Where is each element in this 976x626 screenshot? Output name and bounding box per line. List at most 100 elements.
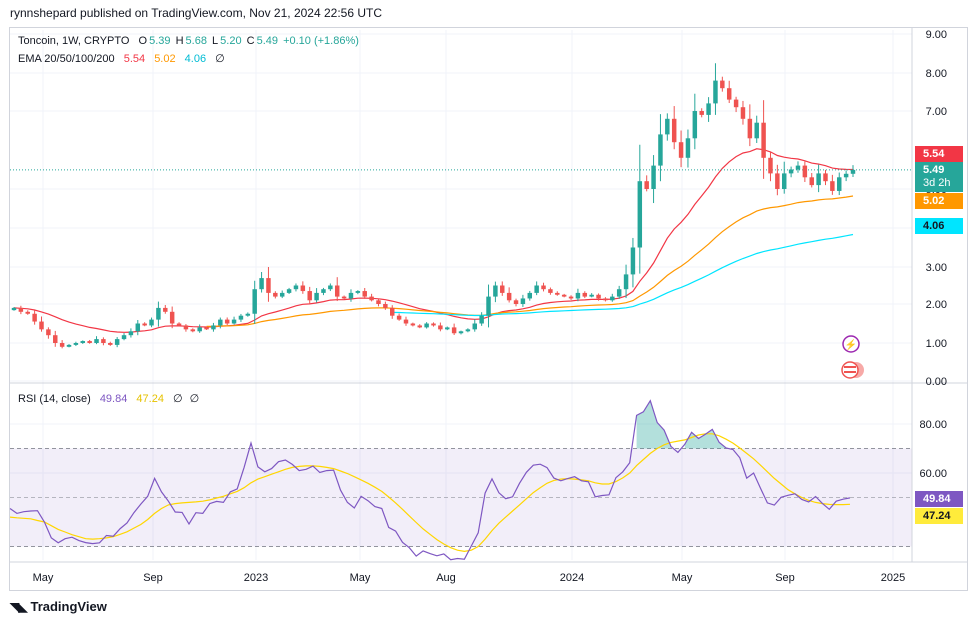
ema50-line xyxy=(206,195,854,327)
candle-body xyxy=(451,327,457,334)
candle-body xyxy=(568,296,574,299)
candle-body xyxy=(850,169,856,174)
rsi-legend: RSI (14, close) 49.84 47.24 ∅ ∅ xyxy=(18,392,201,405)
time-tick-label: Sep xyxy=(775,572,795,584)
candle-body xyxy=(575,292,581,299)
candle-body xyxy=(486,296,491,316)
candle-body xyxy=(224,319,230,324)
candle-body xyxy=(128,331,134,336)
candle-body xyxy=(458,331,464,334)
candle-body xyxy=(438,325,443,330)
candle-body xyxy=(699,111,704,115)
symbol-label: Toncoin, 1W, CRYPTO xyxy=(18,35,130,47)
candle-body xyxy=(142,323,147,326)
candle-body xyxy=(445,327,450,330)
rsi-overbought-fill xyxy=(636,400,671,449)
us-flag-icon xyxy=(841,361,859,379)
candle-body xyxy=(396,315,402,320)
candle-body xyxy=(720,80,725,89)
candle-body xyxy=(685,138,691,158)
candle-body xyxy=(286,289,292,293)
candle-body xyxy=(671,118,677,143)
close-price-tag: 5.49 3d 2h xyxy=(915,162,963,192)
candle-body xyxy=(513,300,519,304)
ema100-value: 4.06 xyxy=(184,53,207,65)
price-tick-label: 2.00 xyxy=(926,299,947,311)
rsi-ma-tag: 47.24 xyxy=(915,508,963,524)
price-tick-label: 7.00 xyxy=(926,106,947,118)
candle-body xyxy=(582,292,588,297)
rsi-value-tag: 49.84 xyxy=(915,491,963,507)
candle-body xyxy=(149,319,154,326)
time-tick-label: 2024 xyxy=(560,572,584,584)
candle-body xyxy=(321,289,326,293)
lightning-glyph-icon: ⚡ xyxy=(845,338,857,351)
footer-brand[interactable]: ◥◣ TradingView xyxy=(10,599,107,614)
candle-body xyxy=(362,291,367,297)
candle-body xyxy=(623,274,629,290)
ema100-price-tag: 4.06 xyxy=(915,218,963,234)
candle-body xyxy=(781,173,787,189)
candle-body xyxy=(25,311,30,314)
candle-body xyxy=(795,165,801,170)
time-tick-label: May xyxy=(350,572,371,584)
ema50-value: 5.02 xyxy=(154,53,176,65)
price-tick-label: 9.00 xyxy=(926,29,947,41)
time-tick-label: Sep xyxy=(143,572,163,584)
candle-body xyxy=(534,285,539,293)
candle-body xyxy=(733,99,739,108)
candle-body xyxy=(108,343,113,345)
candle-body xyxy=(163,307,168,312)
candle-body xyxy=(403,319,409,324)
candle-body xyxy=(80,341,86,343)
candle-body xyxy=(293,285,299,290)
candle-body xyxy=(204,327,209,330)
candle-body xyxy=(46,329,51,336)
ema-legend: EMA 20/50/100/200 5.54 5.02 4.06 ∅ xyxy=(18,52,227,65)
candle-body xyxy=(156,307,161,320)
candle-body xyxy=(754,122,759,139)
candle-body xyxy=(183,325,189,330)
rsi-value: 49.84 xyxy=(99,393,128,405)
candle-body xyxy=(334,285,340,297)
candle-body xyxy=(18,307,24,312)
candle-body xyxy=(830,181,835,191)
candle-body xyxy=(692,111,698,139)
candle-body xyxy=(273,292,278,297)
candle-body xyxy=(493,285,498,297)
candle-body xyxy=(816,173,821,186)
candle-body xyxy=(465,329,471,332)
candle-body xyxy=(424,323,429,328)
ema100-line xyxy=(392,233,854,317)
candle-body xyxy=(506,292,512,301)
bar-countdown: 3d 2h xyxy=(923,177,951,189)
close-label: C xyxy=(246,35,255,47)
price-tick-label: 1.00 xyxy=(926,338,947,350)
candle-body xyxy=(520,298,526,304)
time-tick-label: May xyxy=(33,572,54,584)
rsi-label: RSI (14, close) xyxy=(18,393,91,405)
ema20-line xyxy=(13,148,854,333)
candle-body xyxy=(823,173,828,182)
candle-body xyxy=(527,292,533,299)
candle-body xyxy=(53,335,58,343)
ema200-value: ∅ xyxy=(215,53,225,65)
candle-body xyxy=(479,315,484,324)
chart-frame xyxy=(9,27,968,591)
lightning-icon xyxy=(842,335,860,353)
candle-body xyxy=(66,344,72,347)
candle-body xyxy=(555,292,560,295)
time-tick-label: May xyxy=(672,572,693,584)
candle-body xyxy=(589,294,594,297)
rsi-line xyxy=(9,399,851,561)
close-value: 5.49 xyxy=(256,35,279,47)
change-value: +0.10 (+1.86%) xyxy=(283,35,359,47)
candle-body xyxy=(341,296,347,299)
candle-body xyxy=(740,107,746,119)
candle-body xyxy=(176,323,182,326)
candle-body xyxy=(32,313,37,322)
candle-body xyxy=(768,157,773,174)
us-flag-stripe-icon xyxy=(844,366,856,368)
